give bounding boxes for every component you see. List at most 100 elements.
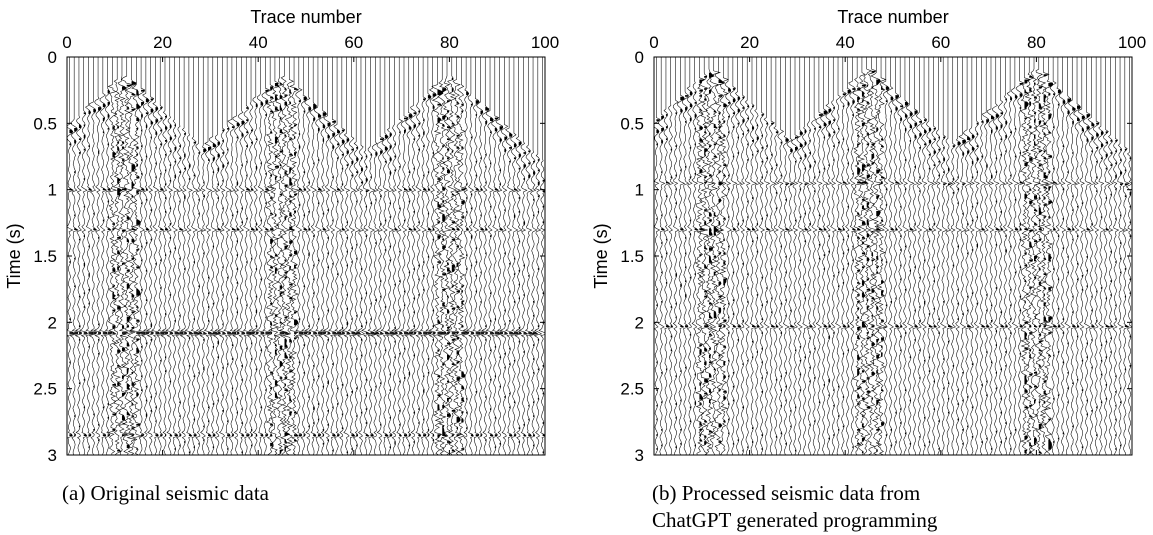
trace-fill-83 — [1048, 82, 1053, 450]
trace-7 — [93, 57, 102, 455]
trace-fill-13 — [713, 110, 719, 371]
trace-fill-44 — [861, 84, 868, 454]
y-tick-label: 1 — [48, 181, 57, 200]
y-tick-label: 3 — [48, 446, 57, 465]
trace-fill-34 — [814, 127, 816, 423]
trace-fill-53 — [904, 101, 909, 435]
trace-33 — [806, 57, 814, 455]
traces — [654, 57, 1132, 455]
axes-box — [653, 56, 1133, 456]
trace-60 — [935, 57, 943, 455]
trace-fill-55 — [327, 122, 331, 442]
trace-fill-17 — [732, 88, 737, 445]
trace-17 — [729, 57, 738, 455]
trace-50 — [298, 57, 309, 455]
trace-fill-84 — [1053, 93, 1057, 443]
trace-31 — [796, 57, 805, 455]
trace-62 — [945, 57, 954, 455]
trace-91 — [494, 57, 504, 455]
trace-94 — [510, 57, 519, 455]
x-tick-label: 20 — [740, 33, 759, 52]
trace-55 — [910, 57, 919, 455]
trace-50 — [886, 57, 895, 455]
trace-97 — [524, 57, 535, 455]
trace-32 — [212, 57, 222, 455]
trace-fill-85 — [1057, 89, 1062, 440]
trace-65 — [958, 57, 967, 455]
trace-fill-88 — [485, 107, 490, 442]
trace-fill-59 — [346, 138, 351, 454]
trace-15 — [717, 57, 730, 455]
trace-fill-22 — [756, 124, 760, 353]
trace-23 — [170, 57, 180, 455]
trace-fill-14 — [131, 81, 137, 436]
trace-fill-92 — [1091, 122, 1095, 412]
trace-49 — [295, 57, 304, 455]
trace-80 — [441, 57, 453, 455]
trace-fill-44 — [274, 82, 280, 398]
trace-fill-80 — [447, 100, 452, 443]
trace-24 — [175, 57, 184, 455]
trace-96 — [1107, 57, 1115, 455]
trace-fill-53 — [317, 114, 323, 436]
trace-24 — [763, 57, 771, 455]
x-tick-label: 80 — [1027, 33, 1046, 52]
trace-20 — [744, 57, 752, 455]
trace-fill-99 — [1124, 148, 1130, 371]
trace-98 — [1117, 57, 1126, 455]
trace-8 — [99, 57, 108, 455]
x-tick-label: 0 — [62, 33, 71, 52]
trace-fill-8 — [102, 103, 107, 436]
trace-fill-94 — [1100, 131, 1104, 404]
trace-fill-69 — [394, 143, 398, 445]
trace-fill-78 — [437, 89, 444, 438]
trace-87 — [476, 57, 485, 455]
trace-29 — [199, 57, 208, 455]
trace-10 — [107, 57, 118, 455]
trace-88 — [481, 57, 490, 455]
trace-90 — [1078, 57, 1086, 455]
trace-27 — [777, 57, 785, 455]
trace-72 — [404, 57, 414, 455]
x-tick-label: 20 — [153, 33, 172, 52]
trace-fill-90 — [494, 117, 500, 449]
trace-69 — [979, 57, 986, 455]
trace-42 — [848, 57, 857, 455]
trace-fill-58 — [928, 127, 933, 443]
trace-fill-73 — [1000, 112, 1005, 443]
trace-32 — [801, 57, 810, 455]
trace-59 — [931, 57, 938, 455]
trace-fill-23 — [761, 114, 765, 450]
trace-33 — [217, 57, 227, 455]
trace-23 — [758, 57, 765, 455]
trace-fill-70 — [399, 131, 403, 436]
trace-75 — [1006, 57, 1014, 455]
trace-16 — [137, 57, 146, 455]
trace-51 — [892, 57, 901, 455]
trace-38 — [243, 57, 252, 455]
trace-9 — [691, 57, 699, 455]
trace-fill-12 — [121, 86, 128, 436]
trace-fill-94 — [513, 143, 519, 436]
trace-6 — [88, 57, 98, 455]
trace-fill-30 — [208, 146, 214, 436]
trace-34 — [223, 57, 233, 455]
trace-fill-99 — [537, 159, 540, 400]
trace-fill-82 — [1043, 74, 1049, 404]
trace-56 — [328, 57, 338, 455]
trace-51 — [304, 57, 312, 455]
trace-fill-49 — [298, 100, 304, 436]
trace-fill-62 — [360, 157, 363, 414]
trace-fill-72 — [408, 114, 413, 447]
trace-94 — [1097, 57, 1106, 455]
trace-fill-97 — [1115, 140, 1118, 450]
trace-73 — [409, 57, 417, 455]
trace-fill-86 — [1062, 100, 1066, 435]
trace-fill-37 — [828, 108, 832, 440]
trace-54 — [318, 57, 328, 455]
trace-57 — [920, 57, 929, 455]
panel-b-processed-seismic: 0 20 40 60 80 100 0 0.5 1 1.5 2 2.5 3 Trace number Tim… — [591, 7, 1146, 465]
trace-22 — [165, 57, 174, 455]
trace-4 — [79, 57, 88, 455]
